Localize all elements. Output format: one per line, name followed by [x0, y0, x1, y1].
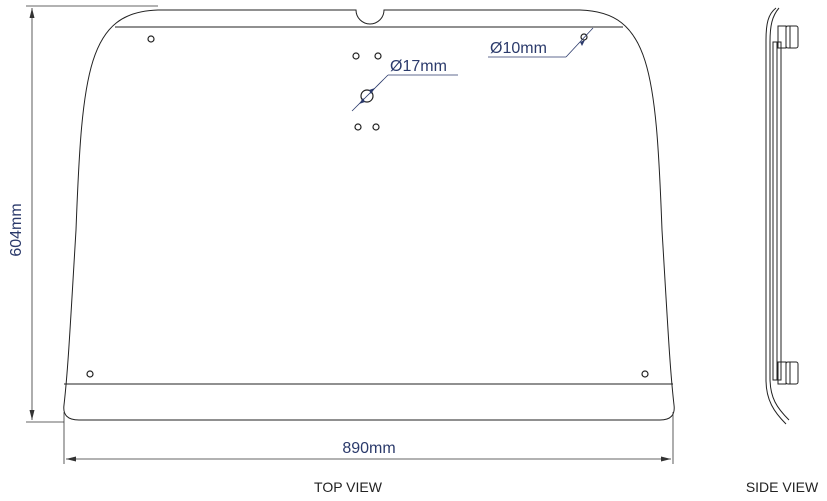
side-profile-curve	[765, 7, 787, 425]
mount-hole-2	[374, 52, 382, 60]
center-hole-dimension: Ø17mm	[390, 58, 447, 75]
side-view: SIDE VIEW	[746, 7, 819, 495]
side-bracket-bottom-knob	[785, 361, 799, 385]
corner-hole-bottom-left	[86, 370, 94, 378]
mount-hole-callout: Ø10mm	[488, 27, 594, 58]
mount-hole-1	[352, 52, 360, 60]
center-hole-callout: Ø17mm	[351, 58, 458, 112]
side-bracket-top	[777, 25, 787, 49]
top-view-label: TOP VIEW	[314, 479, 383, 495]
side-view-label: SIDE VIEW	[746, 479, 819, 495]
height-dimension: 604mm	[8, 5, 158, 423]
side-profile-curve-inner	[769, 7, 790, 421]
width-dimension: 890mm	[63, 412, 674, 464]
mount-hole-4	[372, 123, 380, 131]
mount-hole-3	[354, 123, 362, 131]
panel-outline	[63, 9, 675, 421]
side-bracket-top-knob	[785, 25, 799, 49]
mount-hole-dimension: Ø10mm	[490, 40, 547, 57]
height-dimension-label: 604mm	[8, 203, 25, 256]
width-dimension-label: 890mm	[342, 440, 395, 457]
corner-hole-bottom-right	[641, 370, 649, 378]
side-bracket-bottom	[777, 361, 787, 385]
top-view: Ø17mm Ø10mm 604mm 890mm TOP VIEW	[8, 5, 675, 495]
corner-hole-top-left	[147, 35, 155, 43]
